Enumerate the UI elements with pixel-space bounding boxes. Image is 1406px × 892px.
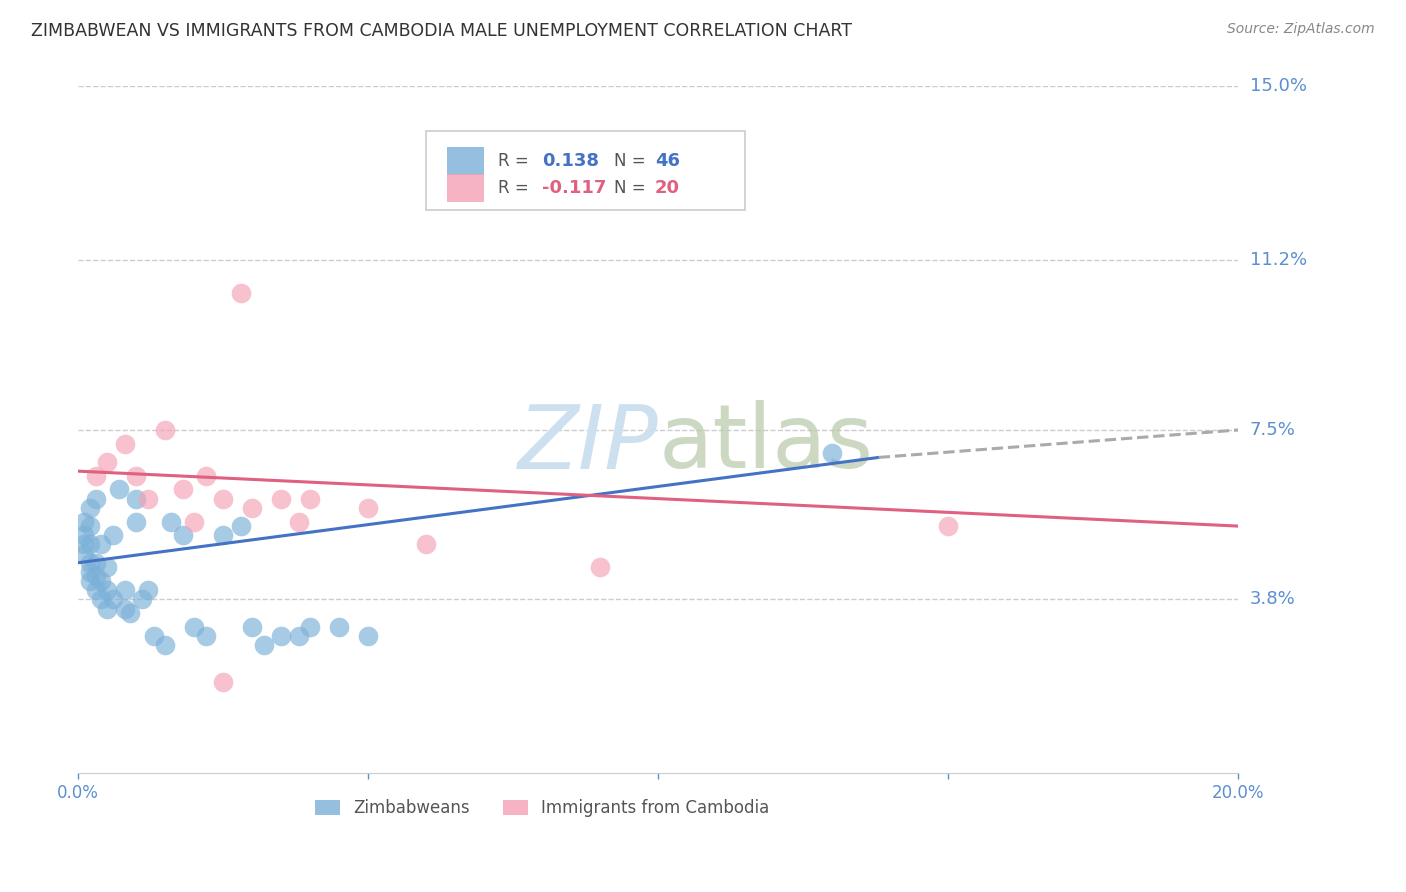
Point [270,491,292,506]
Point [212,491,235,506]
Point [125,468,148,483]
Point [328,620,350,634]
Point [589,560,612,574]
Text: ZIP: ZIP [517,401,658,487]
Point [125,491,148,506]
Point [287,629,309,643]
Point [101,528,124,542]
Point [142,629,165,643]
Point [821,446,844,460]
Point [79,556,101,570]
Text: -0.117: -0.117 [543,179,606,197]
Point [120,606,142,620]
Point [183,620,205,634]
Point [131,592,153,607]
Text: 20: 20 [655,179,679,197]
Point [96,455,118,469]
Text: 15.0%: 15.0% [1250,78,1306,95]
Point [172,483,194,497]
Point [96,583,118,598]
Point [90,537,112,551]
Point [84,491,107,506]
Point [84,583,107,598]
Text: atlas: atlas [658,401,873,487]
Text: 3.8%: 3.8% [1250,591,1295,608]
Point [136,583,159,598]
Text: R =: R = [498,179,534,197]
Point [84,468,107,483]
Point [90,574,112,588]
Point [160,515,183,529]
Point [153,423,176,437]
Point [101,592,124,607]
Point [84,556,107,570]
Point [253,638,276,652]
Point [229,285,252,300]
FancyBboxPatch shape [447,147,484,175]
Point [299,491,322,506]
Point [114,601,136,615]
Point [172,528,194,542]
Point [183,515,205,529]
Point [114,436,136,450]
Point [240,500,263,515]
Point [229,519,252,533]
Point [79,537,101,551]
Text: 11.2%: 11.2% [1250,252,1306,269]
Point [299,620,322,634]
Point [357,500,380,515]
Point [194,468,217,483]
Point [96,560,118,574]
Text: N =: N = [614,179,651,197]
Text: 46: 46 [655,153,679,170]
Point [415,537,437,551]
Point [212,674,235,689]
Point [73,547,96,561]
Text: 7.5%: 7.5% [1250,421,1295,439]
Point [73,528,96,542]
Point [936,519,959,533]
Point [240,620,263,634]
Text: Source: ZipAtlas.com: Source: ZipAtlas.com [1227,22,1375,37]
Point [125,515,148,529]
Point [136,491,159,506]
Point [79,574,101,588]
Point [194,629,217,643]
FancyBboxPatch shape [426,131,745,211]
Point [84,569,107,583]
Point [107,483,129,497]
Point [153,638,176,652]
Point [79,565,101,579]
Point [90,592,112,607]
FancyBboxPatch shape [447,174,484,202]
Point [114,583,136,598]
Point [287,515,309,529]
Point [270,629,292,643]
Text: ZIMBABWEAN VS IMMIGRANTS FROM CAMBODIA MALE UNEMPLOYMENT CORRELATION CHART: ZIMBABWEAN VS IMMIGRANTS FROM CAMBODIA M… [31,22,852,40]
Point [357,629,380,643]
Legend: Zimbabweans, Immigrants from Cambodia: Zimbabweans, Immigrants from Cambodia [308,792,776,823]
Point [212,528,235,542]
Point [73,515,96,529]
Text: R =: R = [498,153,534,170]
Text: N =: N = [614,153,651,170]
Point [79,500,101,515]
Point [79,519,101,533]
Text: 0.138: 0.138 [543,153,599,170]
Point [73,537,96,551]
Point [96,601,118,615]
